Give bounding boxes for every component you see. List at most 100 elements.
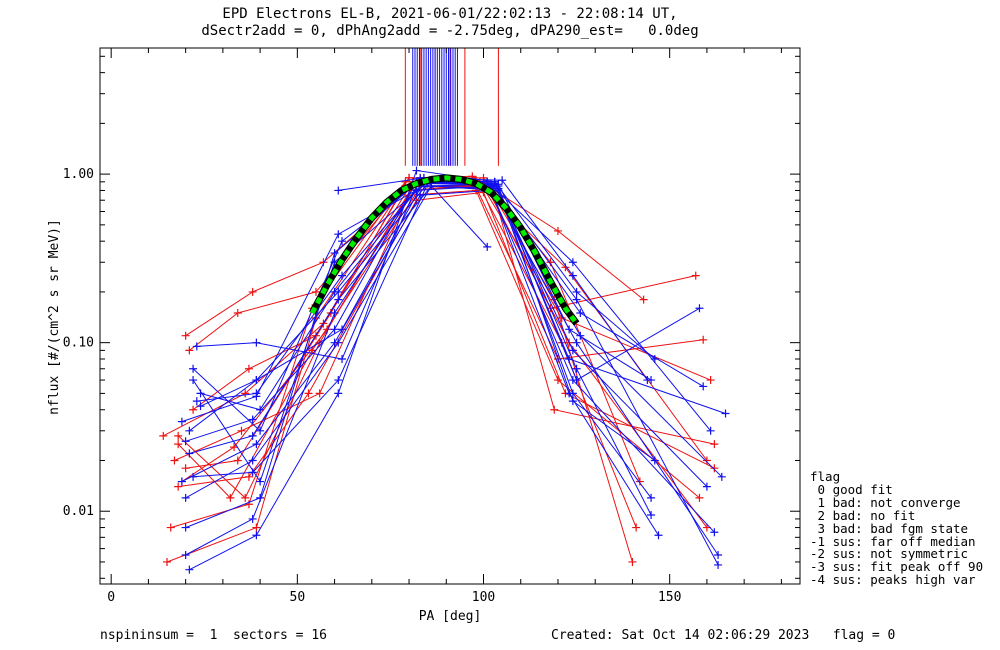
data-point-marker xyxy=(338,237,347,246)
series-line xyxy=(185,185,700,499)
data-point-marker xyxy=(163,557,172,566)
data-point-marker xyxy=(483,242,492,251)
series-line xyxy=(192,181,711,411)
data-point-marker xyxy=(490,181,499,190)
fit-curve-green xyxy=(309,175,579,325)
data-point-marker xyxy=(315,389,324,398)
data-point-marker xyxy=(576,308,585,317)
data-point-marker xyxy=(181,437,190,446)
data-point-marker xyxy=(699,382,708,391)
flag-legend-title: flag xyxy=(810,469,841,484)
flag-legend: flag 0 good fit 1 bad: not converge 2 ba… xyxy=(810,469,983,588)
x-tick-label: 0 xyxy=(107,590,115,605)
data-point-marker xyxy=(330,308,339,317)
data-point-marker xyxy=(181,550,190,559)
data-point-marker xyxy=(710,464,719,473)
data-point-marker xyxy=(189,376,198,385)
data-point-marker xyxy=(166,523,175,532)
data-point-marker xyxy=(334,230,343,239)
data-point-marker xyxy=(174,440,183,449)
y-tick-label: 0.10 xyxy=(63,336,94,351)
data-point-marker xyxy=(230,443,239,452)
axis-ticks-group: 0 50 100 150 0.01 0.10 1.00 xyxy=(63,48,800,605)
data-point-marker xyxy=(628,557,637,566)
data-point-marker xyxy=(647,510,656,519)
series-line xyxy=(181,183,652,423)
data-point-marker xyxy=(248,514,257,523)
data-point-marker xyxy=(252,376,261,385)
vertical-lines-group xyxy=(404,48,499,166)
data-point-marker xyxy=(632,523,641,532)
data-point-marker xyxy=(181,331,190,340)
data-point-marker xyxy=(334,295,343,304)
data-point-marker xyxy=(714,550,723,559)
series-line xyxy=(178,191,715,488)
flag-legend-item: 2 bad: no fit xyxy=(810,507,916,523)
data-point-marker xyxy=(319,258,328,267)
data-point-marker xyxy=(572,287,581,296)
series-line xyxy=(189,169,652,571)
plot-frame xyxy=(99,47,801,585)
data-point-marker xyxy=(330,338,339,347)
data-point-marker xyxy=(710,440,719,449)
data-point-marker xyxy=(252,523,261,532)
data-point-marker xyxy=(643,376,652,385)
data-point-marker xyxy=(706,376,715,385)
series-line xyxy=(196,177,648,381)
data-point-marker xyxy=(256,405,265,414)
data-point-marker xyxy=(189,405,198,414)
data-point-marker xyxy=(334,389,343,398)
data-point-marker xyxy=(192,342,201,351)
flag-legend-item: 3 bad: bad fgm state xyxy=(810,520,969,536)
series-line xyxy=(185,181,719,566)
data-point-marker xyxy=(181,523,190,532)
x-tick-label: 50 xyxy=(290,590,306,605)
data-point-marker xyxy=(185,426,194,435)
data-point-marker xyxy=(330,325,339,334)
data-point-marker xyxy=(256,426,265,435)
data-point-marker xyxy=(304,389,313,398)
data-point-marker xyxy=(241,389,250,398)
data-point-marker xyxy=(233,456,242,465)
y-tick-label: 0.01 xyxy=(63,504,94,519)
data-point-marker xyxy=(338,271,347,280)
data-point-marker xyxy=(174,482,183,491)
data-point-marker xyxy=(159,431,168,440)
data-point-marker xyxy=(311,287,320,296)
data-point-marker xyxy=(334,376,343,385)
data-point-marker xyxy=(494,182,503,191)
data-point-marker xyxy=(181,464,190,473)
chart-title-line-2: dSectr2add = 0, dPhAng2add = -2.75deg, d… xyxy=(201,23,699,39)
data-point-marker xyxy=(553,226,562,235)
data-point-marker xyxy=(241,493,250,502)
data-point-marker xyxy=(248,431,257,440)
data-point-marker xyxy=(256,493,265,502)
series-line xyxy=(163,185,696,437)
data-point-marker xyxy=(635,477,644,486)
data-point-marker xyxy=(192,397,201,406)
data-point-marker xyxy=(248,287,257,296)
data-point-marker xyxy=(568,346,577,355)
data-point-marker xyxy=(639,295,648,304)
flag-legend-item: -4 sus: peaks high var xyxy=(810,572,976,588)
data-point-marker xyxy=(498,176,507,185)
data-point-marker xyxy=(695,493,704,502)
data-point-marker xyxy=(252,531,261,540)
series-line xyxy=(189,185,708,461)
data-point-marker xyxy=(244,472,253,481)
data-point-marker xyxy=(170,456,179,465)
data-point-marker xyxy=(252,440,261,449)
data-point-marker xyxy=(248,415,257,424)
series-group xyxy=(159,166,730,574)
data-point-marker xyxy=(196,389,205,398)
data-point-marker xyxy=(248,468,257,477)
data-point-marker xyxy=(706,426,715,435)
series-line xyxy=(193,181,715,533)
data-point-marker xyxy=(710,528,719,537)
data-point-marker xyxy=(181,493,190,502)
data-point-marker xyxy=(714,560,723,569)
data-point-marker xyxy=(338,354,347,363)
flag-legend-item: 1 bad: not converge xyxy=(810,494,961,510)
chart-title-line-1: EPD Electrons EL-B, 2021-06-01/22:02:13 … xyxy=(222,6,678,22)
